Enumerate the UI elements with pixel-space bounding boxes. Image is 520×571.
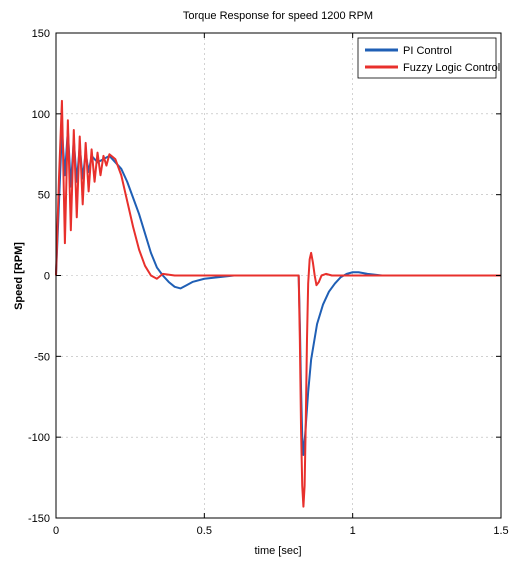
y-axis-label: Speed [RPM] xyxy=(13,242,25,310)
series-line-pi-control xyxy=(55,129,501,456)
y-tick-label: 100 xyxy=(32,109,50,121)
chart-title: Torque Response for speed 1200 RPM xyxy=(183,10,373,22)
legend-label-pi-control: PI Control xyxy=(403,45,452,57)
x-tick-label: 1 xyxy=(350,525,356,537)
x-tick-label: 0 xyxy=(53,525,59,537)
x-tick-label: 1.5 xyxy=(493,525,508,537)
x-axis-label: time [sec] xyxy=(254,545,301,557)
legend: PI Control Fuzzy Logic Control xyxy=(357,37,500,79)
y-tick-label: 150 xyxy=(32,28,50,40)
series-layer xyxy=(55,99,501,508)
legend-box xyxy=(357,37,497,79)
axis-ticks: 0 0.5 1 1.5 -150 -100 -50 0 50 100 150 xyxy=(28,28,509,537)
series-line-fuzzy-logic-control xyxy=(55,99,501,508)
legend-label-fuzzy-logic-control: Fuzzy Logic Control xyxy=(403,62,500,74)
y-tick-label: -50 xyxy=(34,351,50,363)
y-tick-label: -150 xyxy=(28,513,50,525)
x-tick-label: 0.5 xyxy=(197,525,212,537)
y-tick-label: 50 xyxy=(38,190,50,202)
y-tick-label: 0 xyxy=(44,271,50,283)
y-tick-label: -100 xyxy=(28,432,50,444)
